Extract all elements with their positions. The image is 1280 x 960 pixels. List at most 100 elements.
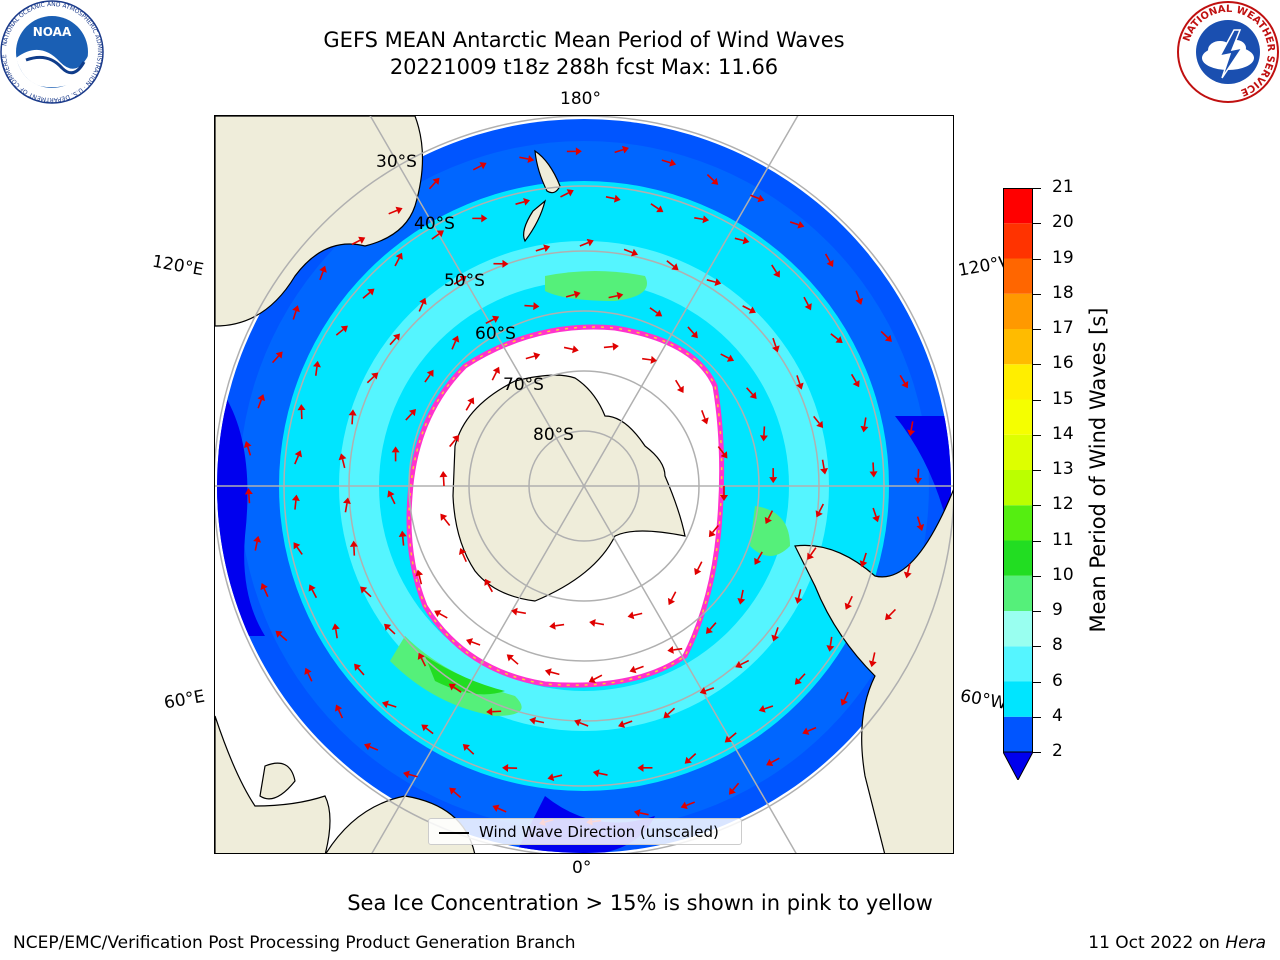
wave-direction-arrow — [844, 595, 853, 610]
wave-direction-arrow — [699, 687, 715, 695]
lon-label-180: 180° — [560, 89, 601, 109]
colorbar-tick-label: 9 — [1052, 600, 1063, 620]
wave-direction-arrow — [605, 194, 621, 203]
wave-direction-arrow — [292, 305, 300, 320]
wave-direction-arrow — [742, 305, 756, 314]
wave-direction-arrow — [424, 369, 434, 383]
colorbar-segment — [1003, 505, 1033, 541]
wave-direction-arrow — [547, 773, 563, 782]
chart-subtitle: 20221009 t18z 288h fcst Max: 11.66 — [389, 55, 779, 79]
wave-direction-arrow — [772, 337, 780, 353]
wave-direction-arrow — [914, 468, 923, 484]
footer-date-text: 11 Oct 2022 on — [1088, 933, 1226, 953]
wave-direction-arrow — [614, 145, 629, 154]
lat-label: 80°S — [533, 425, 574, 445]
colorbar-outline — [1003, 188, 1033, 753]
wave-direction-arrow — [694, 215, 710, 224]
wave-direction-arrow — [515, 197, 531, 206]
wave-direction-arrow — [746, 387, 757, 399]
wave-direction-arrow — [462, 743, 475, 755]
wave-direction-arrow — [907, 421, 916, 437]
colorbar-tick-mark — [1033, 223, 1041, 225]
wave-direction-arrow — [331, 623, 340, 639]
colorbar-segment — [1003, 681, 1033, 717]
wave-direction-arrow — [349, 540, 358, 556]
wave-direction-arrow — [796, 375, 804, 390]
wave-direction-arrow — [687, 326, 698, 339]
land-mass — [534, 149, 561, 194]
wave-direction-arrow — [855, 290, 863, 305]
colorbar — [1003, 188, 1033, 780]
meridian-line — [583, 485, 797, 853]
wave-direction-arrow — [771, 627, 779, 642]
wave-direction-arrow — [394, 252, 403, 267]
wave-direction-arrow — [903, 563, 912, 579]
colorbar-tick-mark — [1033, 505, 1041, 507]
wave-direction-arrow — [405, 409, 416, 421]
wave-direction-arrow — [524, 302, 540, 311]
colorbar-tick-mark — [1033, 293, 1041, 295]
wave-direction-arrow — [633, 808, 649, 817]
wave-direction-arrow — [705, 622, 717, 634]
wave-direction-arrow — [354, 663, 365, 676]
wave-direction-arrow — [389, 333, 401, 346]
wave-direction-arrow — [529, 716, 545, 725]
wave-direction-arrow — [680, 801, 695, 810]
wave-direction-arrow — [291, 494, 300, 510]
wave-direction-arrow — [649, 307, 663, 317]
wave-direction-arrow — [560, 189, 574, 198]
lon-label-0: 0° — [572, 858, 592, 878]
colorbar-tick-label: 16 — [1052, 353, 1074, 374]
map-legend: Wind Wave Direction (unscaled) — [428, 818, 742, 845]
wave-direction-arrow — [859, 552, 868, 568]
wave-direction-arrow — [872, 507, 880, 523]
colorbar-tick-label: 19 — [1052, 247, 1074, 268]
wave-direction-arrow — [815, 503, 825, 518]
wave-direction-arrow — [418, 297, 427, 312]
wave-direction-arrow — [724, 732, 737, 743]
wave-direction-arrow — [472, 162, 487, 171]
wave-direction-arrow — [566, 147, 582, 156]
wave-direction-arrow — [448, 683, 462, 693]
wave-direction-arrow — [701, 410, 709, 425]
colorbar-tick-mark — [1033, 364, 1041, 366]
wave-direction-arrow — [485, 315, 500, 325]
wave-direction-arrow — [708, 524, 719, 538]
wave-direction-arrow — [362, 288, 375, 299]
wave-direction-arrow — [868, 652, 877, 668]
wave-direction-arrow — [717, 446, 728, 459]
wave-direction-arrow — [563, 345, 579, 354]
wave-direction-arrow — [840, 691, 849, 706]
polar-map — [215, 116, 953, 853]
wave-direction-arrow — [916, 516, 925, 531]
land-mass — [259, 762, 296, 800]
colorbar-tick-mark — [1033, 611, 1041, 612]
wave-direction-arrow — [484, 578, 494, 593]
wave-direction-arrow — [728, 782, 740, 795]
wave-direction-arrow — [387, 490, 396, 505]
colorbar-tick-mark — [1033, 716, 1041, 718]
wave-direction-arrow — [260, 583, 269, 598]
wave-direction-arrow — [769, 468, 778, 484]
wave-direction-arrow — [706, 278, 722, 286]
colorbar-segment — [1003, 399, 1033, 435]
wave-direction-arrow — [492, 804, 507, 813]
colorbar-tick-mark — [1033, 470, 1041, 471]
noaa-logo-icon: NATIONAL OCEANIC AND ATMOSPHERIC ADMINIS… — [0, 0, 104, 104]
nws-logo-icon: NATIONAL WEATHER SERVICE — [1177, 1, 1279, 103]
colorbar-tick-mark — [1033, 329, 1041, 330]
lat-label: 40°S — [414, 214, 455, 234]
wave-direction-arrow — [366, 372, 379, 384]
colorbar-tick-mark — [1033, 399, 1041, 401]
wave-direction-arrow — [734, 236, 750, 245]
wave-direction-arrow — [360, 586, 372, 598]
legend-label: Wind Wave Direction (unscaled) — [479, 823, 719, 841]
wave-direction-arrow — [398, 530, 407, 546]
meridian-line — [583, 116, 799, 487]
wave-direction-arrow — [826, 636, 835, 652]
wave-direction-arrow — [663, 707, 676, 719]
wave-direction-arrow — [293, 542, 303, 555]
wave-direction-arrow — [764, 510, 774, 525]
wave-direction-arrow — [243, 441, 252, 456]
wave-direction-arrow — [364, 742, 379, 751]
